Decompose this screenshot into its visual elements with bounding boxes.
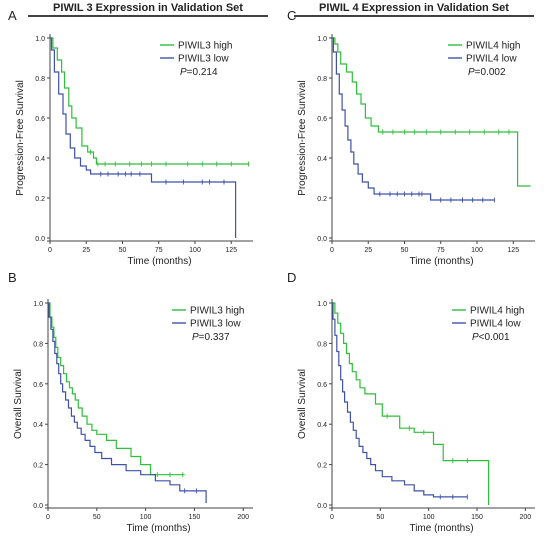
series-low-line <box>332 37 495 201</box>
legend-label-low: PIWIL4 low <box>470 319 521 330</box>
panel-letter-a: A <box>8 8 17 23</box>
x-tick-label: 25 <box>364 247 372 254</box>
series-low-line <box>332 302 468 498</box>
y-axis-label: Progression-Free Survival <box>15 80 26 196</box>
y-tick-label: 0.6 <box>317 382 327 389</box>
x-tick-label: 200 <box>237 514 249 521</box>
legend-label-low: PIWIL3 low <box>190 319 241 330</box>
x-axis-label: Time (months) <box>409 256 473 267</box>
y-tick-label: 0.4 <box>35 156 45 163</box>
panel-d: 0.0 0.2 0.4 0.6 0.8 1.0 0 50 100 150 200 Time (mont… <box>297 299 535 534</box>
y-tick-label: 0.4 <box>33 422 43 429</box>
legend-label-high: PIWIL3 high <box>190 306 244 317</box>
legend-label-high: PIWIL4 high <box>470 306 524 317</box>
panels: 0.0 0.2 0.4 0.6 0.8 1.0 0 25 50 75 100 125 Time (mon… <box>13 34 535 534</box>
y-tick-label: 1.0 <box>317 301 327 308</box>
header-right: PIWIL 4 Expression in Validation Set <box>294 2 534 17</box>
legend-label-low: PIWIL3 low <box>178 54 229 65</box>
y-tick-label: 0.4 <box>317 422 327 429</box>
y-axis-label: Progression-Free Survival <box>297 80 308 196</box>
y-tick-label: 1.0 <box>35 36 45 43</box>
series-high-line <box>332 302 490 505</box>
x-tick-label: 100 <box>471 247 483 254</box>
y-tick-label: 0.8 <box>33 341 43 348</box>
y-tick-label: 0.2 <box>33 463 43 470</box>
panel-b: 0.0 0.2 0.4 0.6 0.8 1.0 0 50 100 150 200 Time (mont… <box>13 299 253 534</box>
x-tick-label: 0 <box>330 514 334 521</box>
x-tick-label: 100 <box>423 514 435 521</box>
x-tick-label: 50 <box>119 247 127 254</box>
x-axis-label: Time (months) <box>126 523 190 534</box>
panel-a: 0.0 0.2 0.4 0.6 0.8 1.0 0 25 50 75 100 125 Time (mon… <box>15 34 253 267</box>
y-tick-label: 0.8 <box>35 76 45 83</box>
y-tick-label: 0.0 <box>317 236 327 243</box>
x-tick-label: 150 <box>471 514 483 521</box>
x-tick-label: 0 <box>48 247 52 254</box>
legend-label-high: PIWIL3 high <box>178 41 232 52</box>
panel-letter-c: C <box>287 8 296 23</box>
x-tick-label: 125 <box>225 247 237 254</box>
legend-label-low: PIWIL4 low <box>466 54 517 65</box>
y-tick-label: 0.0 <box>33 503 43 510</box>
series-low-line <box>50 37 237 238</box>
legend-label-high: PIWIL4 high <box>466 41 520 52</box>
y-tick-label: 0.6 <box>33 382 43 389</box>
panel-letter-b: B <box>8 270 17 285</box>
x-tick-label: 0 <box>46 514 50 521</box>
header-right-title: PIWIL 4 Expression in Validation Set <box>319 2 509 14</box>
series-low-line <box>48 302 207 503</box>
series-high-line <box>50 37 249 165</box>
x-tick-label: 100 <box>189 247 201 254</box>
y-tick-label: 0.0 <box>35 236 45 243</box>
p-value: P<0.001 <box>472 332 510 343</box>
y-tick-label: 0.6 <box>317 116 327 123</box>
x-axis-label: Time (months) <box>409 523 473 534</box>
x-tick-label: 75 <box>437 247 445 254</box>
x-tick-label: 25 <box>82 247 90 254</box>
x-tick-label: 0 <box>330 247 334 254</box>
y-tick-label: 0.2 <box>35 196 45 203</box>
x-tick-label: 75 <box>155 247 163 254</box>
header-left-title: PIWIL 3 Expression in Validation Set <box>53 2 243 14</box>
panel-c: 0.0 0.2 0.4 0.6 0.8 1.0 0 25 50 75 100 125 Time (mon… <box>297 34 535 267</box>
p-value: P=0.337 <box>192 332 230 343</box>
p-value: P=0.002 <box>468 67 506 78</box>
y-tick-label: 1.0 <box>317 36 327 43</box>
x-axis-label: Time (months) <box>127 256 191 267</box>
header-left: PIWIL 3 Expression in Validation Set <box>28 2 268 17</box>
x-tick-label: 100 <box>140 514 152 521</box>
x-tick-label: 150 <box>189 514 201 521</box>
y-axis-label: Overall Survival <box>297 369 308 439</box>
x-tick-label: 50 <box>93 514 101 521</box>
y-tick-label: 1.0 <box>33 301 43 308</box>
y-tick-label: 0.2 <box>317 196 327 203</box>
y-tick-label: 0.6 <box>35 116 45 123</box>
x-tick-label: 125 <box>507 247 519 254</box>
y-tick-label: 0.8 <box>317 76 327 83</box>
x-tick-label: 200 <box>519 514 531 521</box>
panel-letter-d: D <box>287 270 296 285</box>
series-high-line <box>48 302 185 476</box>
y-tick-label: 0.2 <box>317 463 327 470</box>
y-tick-label: 0.4 <box>317 156 327 163</box>
x-tick-label: 50 <box>376 514 384 521</box>
x-tick-label: 50 <box>401 247 409 254</box>
y-tick-label: 0.0 <box>317 503 327 510</box>
series-high-line <box>332 37 531 187</box>
p-value: P=0.214 <box>180 67 218 78</box>
y-axis-label: Overall Survival <box>13 369 24 439</box>
y-tick-label: 0.8 <box>317 341 327 348</box>
